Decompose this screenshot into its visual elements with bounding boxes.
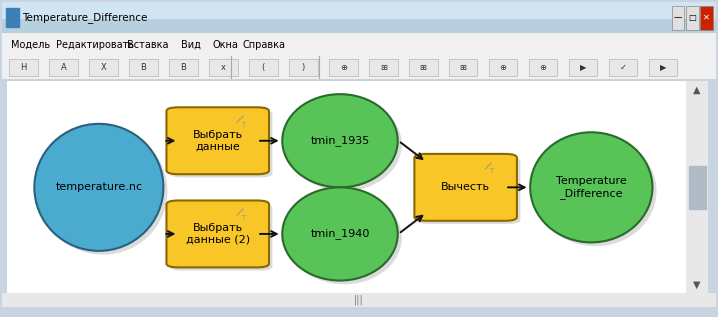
Text: Редактировать: Редактировать xyxy=(56,40,134,49)
FancyBboxPatch shape xyxy=(129,59,158,76)
FancyBboxPatch shape xyxy=(700,6,713,29)
Text: T: T xyxy=(489,168,493,174)
Text: Вычесть: Вычесть xyxy=(441,182,490,192)
Text: ⊞: ⊞ xyxy=(380,63,387,72)
Ellipse shape xyxy=(286,98,402,191)
Text: ⊞: ⊞ xyxy=(420,63,426,72)
FancyBboxPatch shape xyxy=(686,6,699,29)
Text: ✓: ✓ xyxy=(620,63,627,72)
Text: T: T xyxy=(241,215,246,221)
FancyBboxPatch shape xyxy=(414,154,517,221)
Text: |||: ||| xyxy=(354,295,364,305)
Text: □: □ xyxy=(689,13,696,22)
Ellipse shape xyxy=(534,136,656,246)
Ellipse shape xyxy=(286,191,402,284)
FancyBboxPatch shape xyxy=(489,59,518,76)
Text: x: x xyxy=(221,63,226,72)
FancyBboxPatch shape xyxy=(609,59,638,76)
Text: X: X xyxy=(101,63,106,72)
Text: ⊕: ⊕ xyxy=(540,63,546,72)
Text: (: ( xyxy=(262,63,265,72)
Text: Temperature
_Difference: Temperature _Difference xyxy=(556,176,627,198)
FancyBboxPatch shape xyxy=(89,59,118,76)
Bar xyxy=(2,2,716,18)
FancyBboxPatch shape xyxy=(369,59,398,76)
Text: H: H xyxy=(20,63,27,72)
FancyBboxPatch shape xyxy=(569,59,597,76)
FancyBboxPatch shape xyxy=(249,59,278,76)
Text: B: B xyxy=(180,63,187,72)
FancyBboxPatch shape xyxy=(671,6,684,29)
Text: Вид: Вид xyxy=(181,40,200,49)
Ellipse shape xyxy=(39,128,167,255)
Text: ⊕: ⊕ xyxy=(500,63,507,72)
Ellipse shape xyxy=(530,132,653,243)
FancyBboxPatch shape xyxy=(409,59,437,76)
FancyBboxPatch shape xyxy=(529,59,557,76)
Text: —: — xyxy=(673,13,682,22)
Text: temperature.nc: temperature.nc xyxy=(55,182,142,192)
Text: /: / xyxy=(484,161,492,171)
FancyBboxPatch shape xyxy=(209,59,238,76)
Text: Окна: Окна xyxy=(213,40,238,49)
Bar xyxy=(6,9,19,27)
Text: ▼: ▼ xyxy=(694,280,701,290)
Text: ▶: ▶ xyxy=(580,63,587,72)
FancyBboxPatch shape xyxy=(329,59,358,76)
Text: T: T xyxy=(241,122,246,128)
Text: ✕: ✕ xyxy=(703,13,710,22)
Text: Выбрать
данные: Выбрать данные xyxy=(192,130,243,152)
FancyBboxPatch shape xyxy=(170,111,272,178)
Bar xyxy=(689,166,706,209)
FancyBboxPatch shape xyxy=(289,59,317,76)
Text: Модель: Модель xyxy=(11,40,50,49)
Text: /: / xyxy=(236,208,243,218)
FancyBboxPatch shape xyxy=(170,204,272,271)
Ellipse shape xyxy=(34,124,164,251)
Ellipse shape xyxy=(282,187,398,281)
Text: ⊞: ⊞ xyxy=(460,63,467,72)
Ellipse shape xyxy=(282,94,398,187)
FancyBboxPatch shape xyxy=(50,59,78,76)
Text: tmin_1940: tmin_1940 xyxy=(310,229,370,239)
Text: ▲: ▲ xyxy=(694,85,701,95)
Text: ▶: ▶ xyxy=(660,63,666,72)
Text: Temperature_Difference: Temperature_Difference xyxy=(22,12,147,23)
FancyBboxPatch shape xyxy=(167,107,269,174)
FancyBboxPatch shape xyxy=(167,200,269,268)
Text: A: A xyxy=(60,63,66,72)
FancyBboxPatch shape xyxy=(418,157,521,224)
Text: ⊕: ⊕ xyxy=(340,63,347,72)
Text: Вставка: Вставка xyxy=(127,40,169,49)
Text: /: / xyxy=(236,114,243,125)
Text: Справка: Справка xyxy=(243,40,286,49)
FancyBboxPatch shape xyxy=(9,59,38,76)
Text: B: B xyxy=(141,63,146,72)
Text: Выбрать
данные (2): Выбрать данные (2) xyxy=(186,223,250,245)
FancyBboxPatch shape xyxy=(169,59,197,76)
Text: tmin_1935: tmin_1935 xyxy=(310,135,370,146)
FancyBboxPatch shape xyxy=(649,59,677,76)
FancyBboxPatch shape xyxy=(449,59,477,76)
Text: ): ) xyxy=(302,63,305,72)
